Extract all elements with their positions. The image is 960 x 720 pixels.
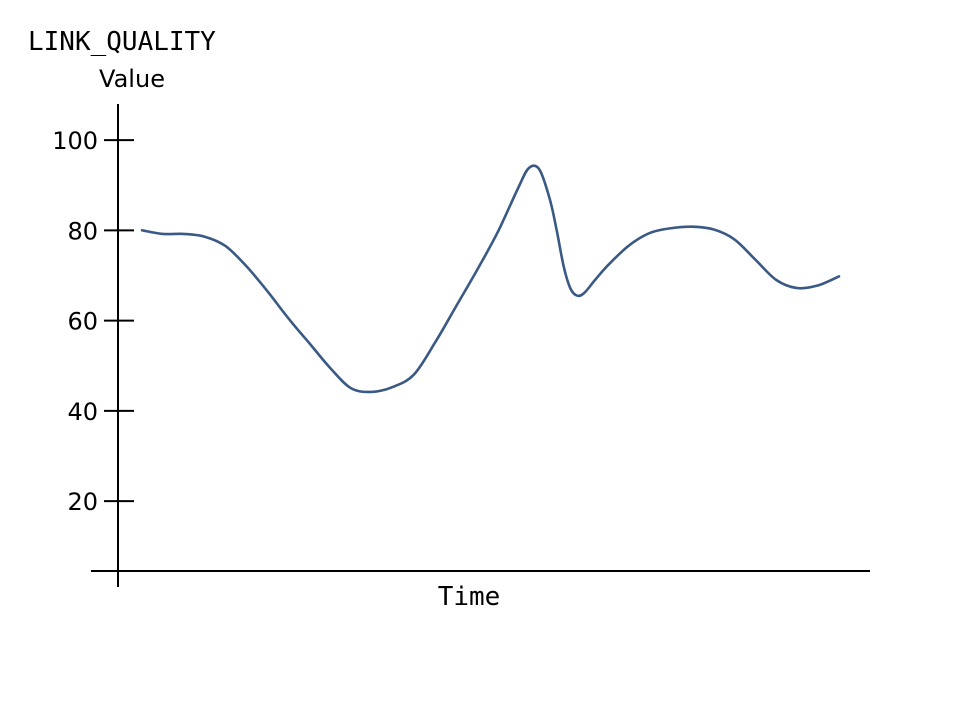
y-tick-label: 20 [67, 488, 98, 516]
y-tick-label: 80 [67, 217, 98, 245]
y-axis-label: Value [99, 65, 165, 93]
y-tick-label: 40 [67, 398, 98, 426]
y-tick-label: 60 [67, 308, 98, 336]
y-axis-ticks: 20 40 60 80 100 [52, 127, 134, 516]
x-axis-label: Time [438, 582, 501, 612]
series-line [140, 164, 841, 394]
y-tick-label: 100 [52, 127, 98, 155]
chart-title: LINK_QUALITY [28, 27, 216, 57]
